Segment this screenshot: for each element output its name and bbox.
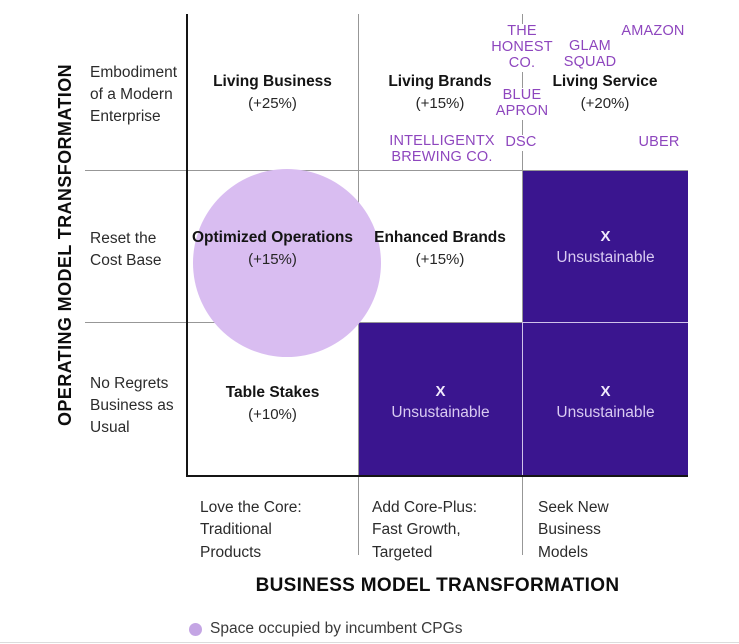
cell-pct: (+15%): [415, 250, 465, 268]
y-axis-line: [186, 14, 188, 477]
y-axis-title: OPERATING MODEL TRANSFORMATION: [55, 64, 75, 426]
cell-enhanced-brands: Enhanced Brands (+15%): [358, 229, 522, 269]
brand-the-honest-co: THE HONEST CO.: [482, 23, 562, 72]
unsustainable-label: Unsustainable: [391, 404, 490, 421]
cell-pct: (+15%): [415, 94, 465, 112]
x-icon: X: [435, 383, 446, 400]
unsustainable-cell-mid-right: [523, 171, 688, 322]
grid-hline-2: [85, 322, 688, 323]
cell-title: Table Stakes: [225, 384, 320, 401]
col-label-love-the-core: Love the Core: Traditional Products: [200, 499, 302, 561]
cell-title: Optimized Operations: [191, 229, 354, 246]
grid-hline-2-light-segment: [522, 322, 688, 323]
unsustainable-label: Unsustainable: [556, 404, 655, 421]
grid-vline-2-light-segment: [522, 323, 523, 475]
legend-label: Space occupied by incumbent CPGs: [210, 620, 463, 637]
row-label-embodiment: Embodiment of a Modern Enterprise: [90, 64, 178, 125]
cell-title: Living Service: [552, 73, 658, 90]
cell-living-business: Living Business (+25%): [187, 73, 358, 113]
unsustainable-cell-bottom-mid: [359, 323, 522, 475]
incumbent-circle: [193, 169, 381, 357]
cell-pct: (+10%): [248, 405, 297, 423]
row-label-reset-cost-base: Reset the Cost Base: [90, 230, 162, 269]
x-icon: X: [600, 228, 611, 245]
brand-blue-apron: BLUE APRON: [490, 87, 554, 120]
cell-optimized-operations: Optimized Operations (+15%): [187, 229, 358, 269]
col-label-add-core-plus: Add Core-Plus: Fast Growth, Targeted: [372, 499, 478, 561]
cell-pct: (+25%): [248, 94, 297, 112]
brand-dsc: DSC: [501, 134, 541, 151]
cell-unsustainable-bottom-right: X Unsustainable: [523, 383, 688, 423]
x-icon: X: [600, 383, 611, 400]
legend-dot-icon: [189, 623, 202, 636]
grid-vline-2: [522, 14, 523, 555]
brand-amazon: AMAZON: [612, 23, 694, 40]
cell-unsustainable-mid-right: X Unsustainable: [523, 228, 688, 268]
cell-living-service: Living Service (+20%): [522, 73, 688, 113]
cell-table-stakes: Table Stakes (+10%): [187, 384, 358, 424]
row-label-no-regrets: No Regrets Business as Usual: [90, 375, 174, 436]
bottom-divider: [0, 642, 739, 643]
x-axis-title: BUSINESS MODEL TRANSFORMATION: [255, 575, 620, 596]
cell-living-brands: Living Brands (+15%): [358, 73, 522, 113]
unsustainable-label: Unsustainable: [556, 249, 655, 266]
cell-title: Living Brands: [388, 73, 492, 90]
brand-intelligentx-brewing: INTELLIGENTX BREWING CO.: [384, 133, 500, 166]
col-label-seek-new-models: Seek New Business Models: [538, 499, 609, 561]
cell-pct: (+20%): [580, 94, 630, 112]
cell-title: Enhanced Brands: [374, 229, 506, 246]
cell-pct: (+15%): [248, 250, 297, 268]
grid-hline-1: [85, 170, 688, 171]
cell-unsustainable-bottom-mid: X Unsustainable: [359, 383, 522, 423]
cell-title: Living Business: [213, 73, 332, 90]
unsustainable-cell-bottom-right: [523, 323, 688, 475]
x-axis-line: [186, 475, 688, 477]
brand-glam-squad: GLAM SQUAD: [560, 38, 620, 71]
brand-uber: UBER: [629, 134, 689, 151]
